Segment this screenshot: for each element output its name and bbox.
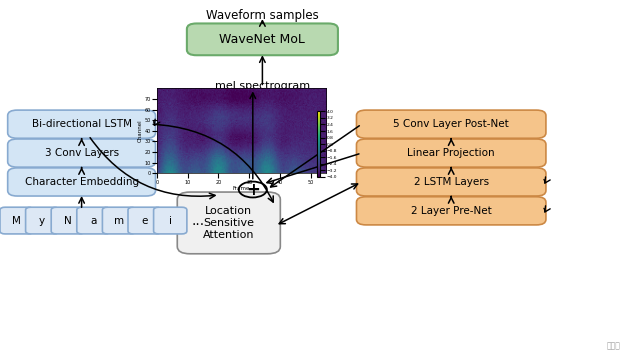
Text: Bi-directional LSTM: Bi-directional LSTM — [31, 119, 132, 129]
Text: 5 Conv Layer Post-Net: 5 Conv Layer Post-Net — [394, 119, 509, 129]
Text: ...: ... — [191, 214, 205, 227]
Text: y: y — [39, 216, 45, 226]
Text: a: a — [90, 216, 97, 226]
FancyBboxPatch shape — [102, 207, 136, 234]
Text: e: e — [141, 216, 148, 226]
FancyBboxPatch shape — [187, 23, 338, 55]
Text: WaveNet MoL: WaveNet MoL — [220, 33, 305, 46]
Text: m: m — [114, 216, 124, 226]
Text: 3 Conv Layers: 3 Conv Layers — [45, 148, 118, 158]
FancyBboxPatch shape — [128, 207, 161, 234]
Text: Location
Sensitive
Attention: Location Sensitive Attention — [203, 206, 255, 239]
Text: Character Embedding: Character Embedding — [24, 177, 139, 187]
FancyBboxPatch shape — [8, 168, 156, 196]
Text: Waveform samples: Waveform samples — [206, 9, 319, 22]
FancyBboxPatch shape — [26, 207, 59, 234]
FancyBboxPatch shape — [154, 207, 187, 234]
FancyBboxPatch shape — [177, 192, 280, 254]
Text: Linear Projection: Linear Projection — [408, 148, 495, 158]
Text: 量子位: 量子位 — [607, 341, 621, 350]
FancyBboxPatch shape — [0, 207, 33, 234]
FancyBboxPatch shape — [356, 110, 546, 138]
Text: +: + — [246, 180, 260, 199]
FancyBboxPatch shape — [8, 139, 156, 167]
FancyBboxPatch shape — [51, 207, 84, 234]
FancyBboxPatch shape — [356, 168, 546, 196]
FancyBboxPatch shape — [77, 207, 110, 234]
Text: mel spectrogram: mel spectrogram — [215, 81, 310, 91]
Text: 2 LSTM Layers: 2 LSTM Layers — [413, 177, 489, 187]
Text: i: i — [169, 216, 172, 226]
Text: N: N — [64, 216, 72, 226]
FancyBboxPatch shape — [356, 197, 546, 225]
FancyBboxPatch shape — [356, 139, 546, 167]
Text: 2 Layer Pre-Net: 2 Layer Pre-Net — [411, 206, 492, 216]
Text: M: M — [12, 216, 21, 226]
FancyBboxPatch shape — [8, 110, 156, 138]
